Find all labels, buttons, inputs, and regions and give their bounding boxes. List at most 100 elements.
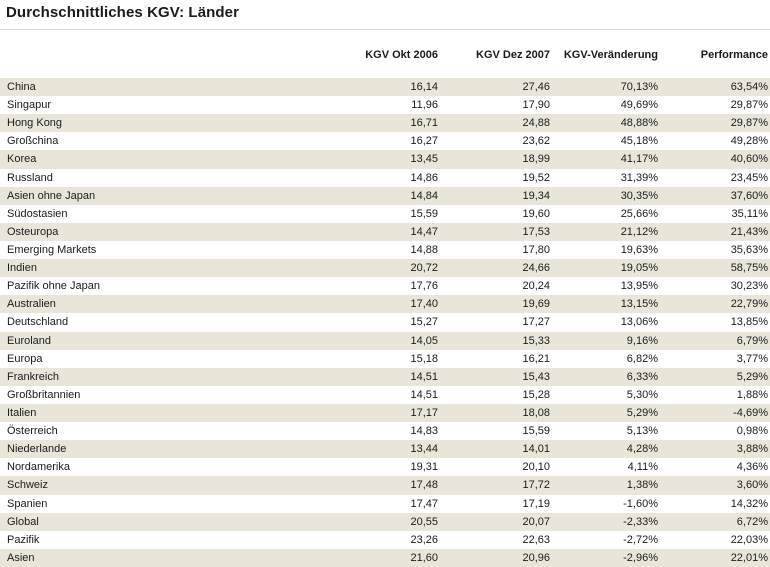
row-value: 14,01 [522,443,550,456]
row-value: 5,30% [626,388,658,401]
row-value: 23,62 [522,135,550,148]
row-value: -2,33% [623,515,658,528]
row-value: 6,79% [736,334,768,347]
row-value: 22,79% [730,298,768,311]
row-value: 4,28% [626,443,658,456]
row-value: 17,17 [410,406,438,419]
row-value: 15,43 [522,370,550,383]
row-value: 13,44 [410,443,438,456]
table-row: Schweiz 17,48 17,72 1,38% 3,60% [0,476,770,495]
row-value: 15,59 [410,207,438,220]
row-value: 14,47 [410,225,438,238]
row-value: 13,45 [410,153,438,166]
page-title: Durchschnittliches KGV: Länder [6,4,240,21]
row-value: 20,55 [410,515,438,528]
row-value: 14,84 [410,189,438,202]
row-value: 21,43% [730,225,768,238]
row-value: 70,13% [620,81,658,93]
table-row: Singapur 11,96 17,90 49,69% 29,87% [0,96,770,115]
row-value: 18,99 [522,153,550,166]
table-row: Nordamerika 19,31 20,10 4,11% 4,36% [0,458,770,477]
row-value: 14,83 [410,425,438,438]
row-value: 45,18% [620,135,658,148]
row-country: Euroland [7,334,52,347]
row-country: Italien [7,406,37,419]
table-row: Italien 17,17 18,08 5,29% -4,69% [0,403,770,423]
row-value: 19,34 [522,189,550,202]
row-country: Großchina [7,135,59,148]
table-row: Deutschland 15,27 17,27 13,06% 13,85% [0,313,770,332]
row-value: 15,59 [522,425,550,438]
row-value: 20,10 [522,461,550,474]
row-country: China [7,81,36,93]
row-value: 3,60% [736,479,768,492]
row-value: 20,07 [522,515,550,528]
row-value: 27,46 [522,81,550,93]
row-country: Deutschland [7,316,69,329]
row-value: 16,14 [410,81,438,93]
row-value: 17,53 [522,225,550,238]
row-country: Schweiz [7,479,48,492]
header-performance: Performance [700,49,768,61]
header-kgv-okt-2006: KGV Okt 2006 [365,49,438,61]
table-row: Osteuropa 14,47 17,53 21,12% 21,43% [0,222,770,241]
row-value: 15,28 [522,388,550,401]
row-value: 4,36% [736,461,768,474]
row-value: 14,86 [410,171,438,184]
row-country: Nordamerika [7,461,70,474]
table-row: Australien 17,40 19,69 13,15% 22,79% [0,295,770,314]
row-country: Pazifik [7,533,40,546]
row-value: 17,19 [522,497,550,510]
row-value: 6,72% [736,515,768,528]
row-value: 17,48 [410,479,438,492]
row-value: 19,63% [620,243,658,256]
row-value: 58,75% [730,262,768,275]
row-country: Frankreich [7,370,59,383]
row-country: Pazifik ohne Japan [7,280,100,293]
row-country: Global [7,515,39,528]
row-value: 24,66 [522,262,550,275]
row-value: 16,21 [522,352,550,365]
table-row: Pazifik 23,26 22,63 -2,72% 22,03% [0,530,770,549]
table-row: Großchina 16,27 23,62 45,18% 49,28% [0,132,770,151]
row-value: -4,69% [733,406,768,419]
row-value: 19,60 [522,207,550,220]
header-kgv-veraenderung: KGV-Veränderung [563,49,658,61]
table-row: Spanien 17,47 17,19 -1,60% 14,32% [0,494,770,513]
row-value: 35,63% [730,243,768,256]
row-value: -1,60% [623,497,658,510]
row-value: 15,27 [410,316,438,329]
table-row: Frankreich 14,51 15,43 6,33% 5,29% [0,367,770,386]
row-value: 25,66% [620,207,658,220]
row-country: Korea [7,153,37,166]
row-value: 48,88% [620,117,658,130]
row-value: 3,88% [736,443,768,456]
row-value: 17,27 [522,316,550,329]
row-value: 21,60 [410,551,438,564]
row-value: 22,03% [730,533,768,546]
table-body: China 16,14 27,46 70,13% 63,54% Singapur… [0,78,770,567]
row-value: 14,32% [730,497,768,510]
row-value: 1,88% [736,388,768,401]
row-country: Russland [7,171,53,184]
row-value: 4,11% [627,461,658,474]
row-country: Spanien [7,497,48,510]
row-value: 13,95% [620,280,658,293]
row-value: 24,88 [522,117,550,130]
row-value: 49,69% [620,99,658,112]
row-country: Singapur [7,99,52,112]
row-value: 35,11% [731,207,769,220]
row-value: 63,54% [730,81,768,93]
table-row: Großbritannien 14,51 15,28 5,30% 1,88% [0,385,770,404]
row-value: 13,06% [620,316,658,329]
row-value: 20,24 [522,280,550,293]
row-value: 14,51 [410,388,438,401]
table-row: Niederlande 13,44 14,01 4,28% 3,88% [0,440,770,459]
row-value: 20,72 [410,262,438,275]
row-country: Europa [7,352,43,365]
row-value: 14,51 [410,370,438,383]
table-row: Südostasien 15,59 19,60 25,66% 35,11% [0,204,770,223]
table-row: Euroland 14,05 15,33 9,16% 6,79% [0,331,770,350]
row-value: 23,26 [410,533,438,546]
row-value: 15,33 [522,334,550,347]
